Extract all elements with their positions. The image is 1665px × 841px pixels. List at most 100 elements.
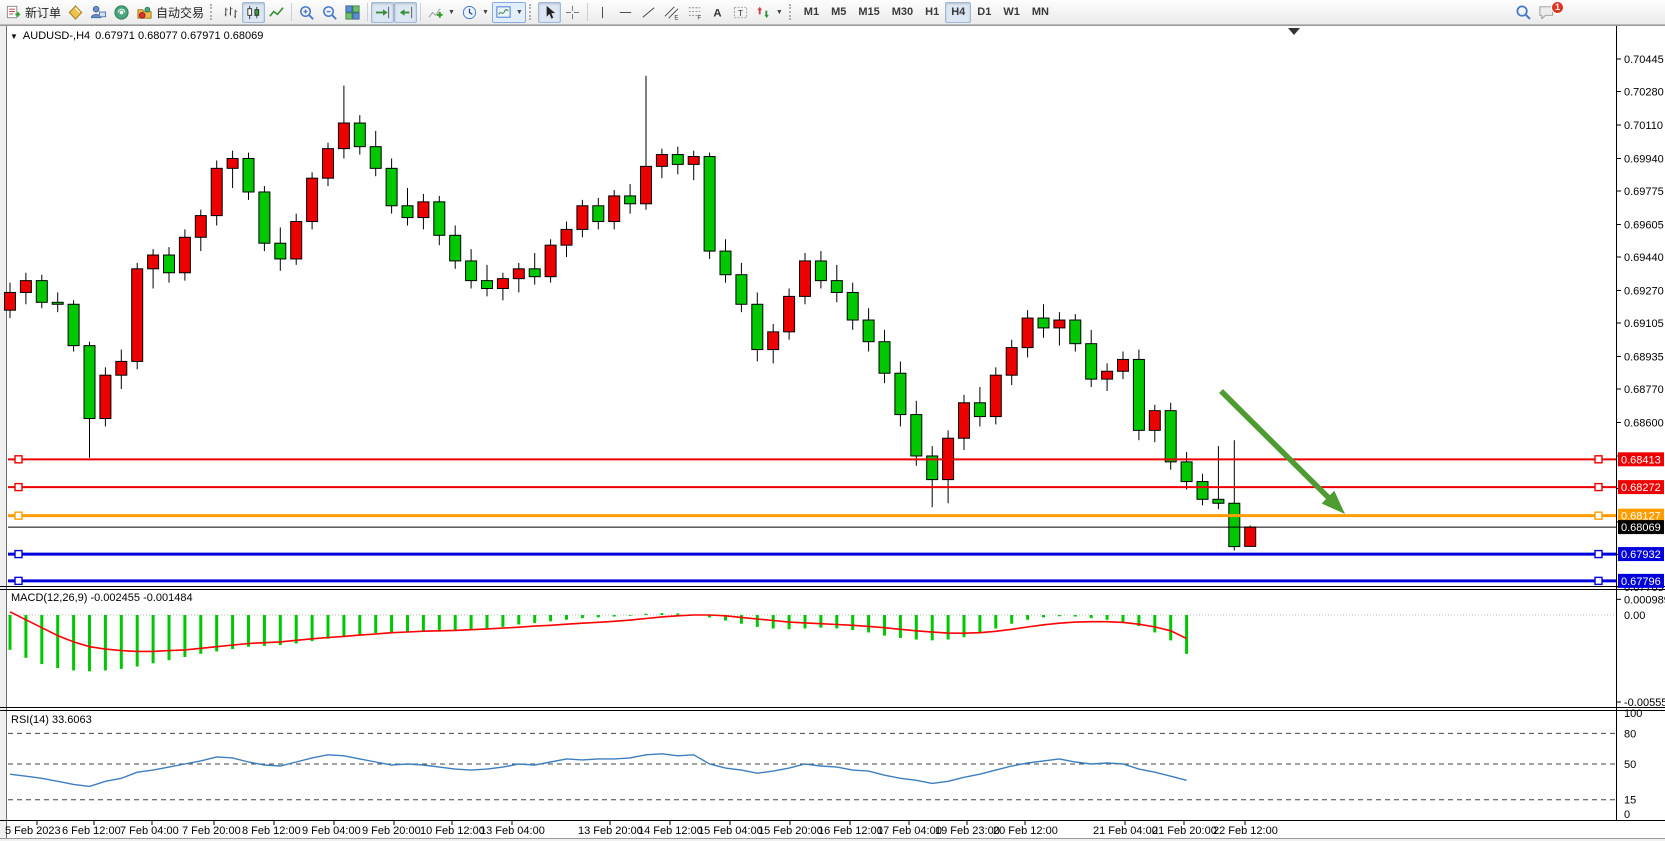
tile-windows-button[interactable] xyxy=(341,2,364,23)
toolbar-grip[interactable] xyxy=(788,4,794,20)
search-icon xyxy=(1515,4,1532,21)
timeframe-mn-button[interactable]: MN xyxy=(1031,6,1049,18)
timeframe-m30-button[interactable]: M30 xyxy=(891,6,914,18)
line-handle[interactable] xyxy=(14,482,23,492)
line-handle[interactable] xyxy=(1594,576,1603,586)
annotation-arrow-head[interactable] xyxy=(1321,490,1345,514)
notification-badge: 1 xyxy=(1551,0,1564,14)
candle-body xyxy=(814,260,827,282)
line-handle[interactable] xyxy=(14,455,23,464)
candle-body xyxy=(163,254,175,274)
toolbar-separator xyxy=(586,3,588,21)
candle-body xyxy=(624,195,637,205)
candlestick-chart-button[interactable] xyxy=(242,1,266,23)
timeframe-m1-button[interactable]: M1 xyxy=(803,6,820,18)
line-handle[interactable] xyxy=(14,511,23,520)
auto-scroll-button[interactable] xyxy=(371,1,395,23)
candle-body xyxy=(830,280,843,293)
toolbar-group xyxy=(537,0,584,24)
horizontal-line-button[interactable] xyxy=(614,2,637,23)
candle-body xyxy=(1244,526,1257,547)
time-axis-label: 21 Feb 20:00 xyxy=(1152,825,1217,837)
chart-canvas[interactable]: 0.70445 0.70280 0.70110 0.69940 0.69775 0.696… xyxy=(0,25,1665,841)
macd-axis-label: 0.000989 xyxy=(1624,594,1665,606)
search-button[interactable] xyxy=(1512,2,1535,23)
trendline-button[interactable] xyxy=(637,2,660,23)
notifications-button[interactable]: 1 xyxy=(1535,0,1564,23)
text-button[interactable]: A xyxy=(706,2,729,23)
signals-button[interactable] xyxy=(110,2,133,23)
text-a-icon: A xyxy=(709,4,726,21)
symbols-button[interactable] xyxy=(64,2,87,23)
line-handle[interactable] xyxy=(1594,511,1603,520)
auto-trading-button[interactable]: 自动交易 xyxy=(133,2,207,23)
candle-body xyxy=(1101,370,1114,380)
timeframe-h4-button[interactable]: H4 xyxy=(945,1,972,23)
cursor-button[interactable] xyxy=(537,1,561,23)
timeframe-m15-button[interactable]: M15 xyxy=(858,6,880,18)
price-axis-tick-label: 0.68770 xyxy=(1624,384,1664,396)
line-chart-button[interactable] xyxy=(265,2,288,23)
clock-icon xyxy=(461,4,478,21)
timeframe-h1-button[interactable]: H1 xyxy=(925,6,940,18)
time-axis-label: 8 Feb 12:00 xyxy=(242,825,301,837)
toolbar-grip[interactable] xyxy=(210,4,215,20)
candle-body xyxy=(1037,317,1050,329)
time-axis-label: 22 Feb 12:00 xyxy=(1213,825,1278,837)
profile-button[interactable] xyxy=(87,2,110,23)
candle-body xyxy=(560,228,573,246)
chart-shift-marker-icon[interactable] xyxy=(1288,28,1300,35)
candle-body xyxy=(226,157,239,169)
candle-body xyxy=(353,122,366,148)
collapse-triangle-icon[interactable]: ▼ xyxy=(10,31,18,41)
price-line-label: 0.68272 xyxy=(1621,482,1661,494)
bar-chart-button[interactable] xyxy=(219,2,242,23)
candle-body xyxy=(1196,481,1209,500)
price-axis-tick-label: 0.69270 xyxy=(1624,285,1664,297)
toolbar-grip[interactable] xyxy=(528,4,534,20)
new-order-button[interactable]: 新订单 xyxy=(2,2,64,23)
toolbar-group: 新订单 自动交易 xyxy=(2,0,207,24)
crosshair-button[interactable] xyxy=(561,2,584,23)
text-label-button[interactable]: T xyxy=(729,2,752,23)
price-line-label-box xyxy=(1618,547,1664,562)
fibo-icon: F xyxy=(686,4,703,21)
chart-shift-button[interactable] xyxy=(394,1,418,23)
timeframe-d1-button[interactable]: D1 xyxy=(977,6,992,18)
price-line-label-box xyxy=(1618,480,1664,495)
periods-button[interactable]: ▼ xyxy=(458,2,492,23)
annotation-arrow[interactable] xyxy=(1219,389,1335,504)
templates-button[interactable]: ▼ xyxy=(491,1,526,23)
arrows-tool-icon xyxy=(755,4,772,21)
rsi-axis-label: 50 xyxy=(1624,759,1636,771)
candle-body xyxy=(719,250,732,276)
line-handle[interactable] xyxy=(1594,549,1603,559)
chart-area[interactable]: 0.70445 0.70280 0.70110 0.69940 0.69775 0.696… xyxy=(0,25,1665,841)
time-axis-label: 20 Feb 12:00 xyxy=(993,825,1058,837)
candle-body xyxy=(926,455,939,481)
candle-body xyxy=(751,303,764,351)
equidistant-channel-button[interactable]: E xyxy=(660,2,683,23)
new-order-icon xyxy=(5,4,22,21)
line-handle[interactable] xyxy=(1594,482,1603,492)
line-handle[interactable] xyxy=(14,576,23,586)
zoom-in-button[interactable] xyxy=(295,2,318,23)
timeframe-w1-button[interactable]: W1 xyxy=(1003,6,1020,18)
fibonacci-button[interactable]: F xyxy=(683,2,706,23)
indicators-icon xyxy=(427,4,444,21)
line-handle[interactable] xyxy=(1594,455,1603,464)
candle-body xyxy=(1180,461,1193,483)
candle-body xyxy=(528,268,541,278)
toolbar-separator xyxy=(420,3,422,21)
rsi-indicator-label: RSI(14) 33.6063 xyxy=(11,714,92,726)
line-handle[interactable] xyxy=(14,549,23,559)
vertical-line-button[interactable] xyxy=(591,2,614,23)
indicators-button[interactable]: ▼ xyxy=(424,2,458,23)
time-axis-label: 21 Feb 04:00 xyxy=(1093,825,1158,837)
timeframe-m5-button[interactable]: M5 xyxy=(831,6,847,18)
candle-body xyxy=(910,414,923,457)
arrows-button[interactable]: ▼ xyxy=(752,2,786,23)
candle-body xyxy=(703,156,716,252)
zoom-out-button[interactable] xyxy=(318,2,341,23)
macd-signal-line xyxy=(9,611,1187,653)
